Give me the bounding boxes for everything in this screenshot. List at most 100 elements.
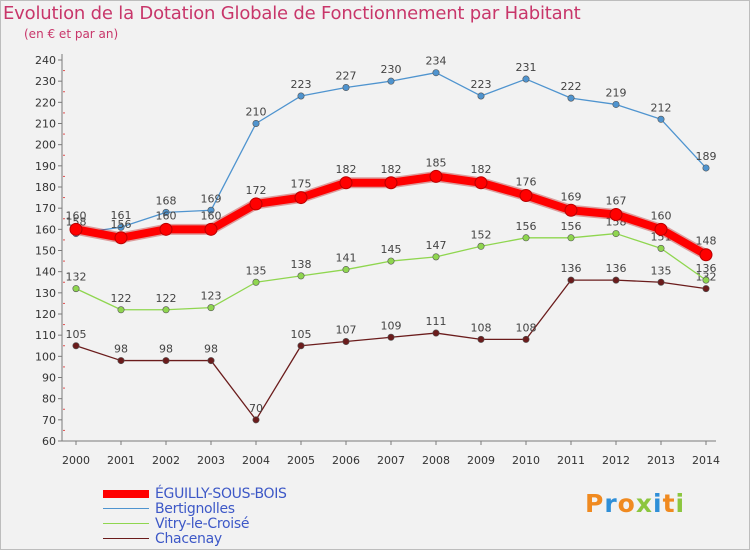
data-label: 109: [381, 319, 402, 332]
data-point: [657, 115, 665, 123]
data-label: 105: [66, 328, 87, 341]
data-point: [702, 164, 710, 172]
data-point: [654, 222, 668, 236]
data-label: 219: [606, 86, 627, 99]
data-point: [117, 223, 125, 231]
data-label: 210: [246, 106, 267, 119]
y-tick-label: 180: [35, 181, 56, 194]
y-tick-label: 200: [35, 139, 56, 152]
logo-letter: o: [617, 489, 636, 518]
data-point: [699, 248, 713, 262]
data-label: 111: [426, 315, 447, 328]
data-point: [294, 191, 308, 205]
data-point: [117, 357, 125, 365]
data-label: 161: [111, 209, 132, 222]
data-point: [384, 176, 398, 190]
data-point: [474, 176, 488, 190]
data-point: [519, 188, 533, 202]
data-label: 223: [291, 78, 312, 91]
data-point: [657, 278, 665, 286]
legend-label: Bertignolles: [155, 501, 235, 517]
x-tick-label: 2008: [422, 454, 450, 467]
x-tick-label: 2005: [287, 454, 315, 467]
logo-letter: t: [662, 489, 676, 518]
data-point: [342, 84, 350, 92]
data-point: [339, 176, 353, 190]
data-point: [702, 276, 710, 284]
x-tick-label: 2003: [197, 454, 225, 467]
y-tick-label: 70: [42, 414, 56, 427]
y-tick-label: 110: [35, 329, 56, 342]
data-point: [612, 230, 620, 238]
data-label: 182: [336, 163, 357, 176]
data-label: 227: [336, 70, 357, 83]
data-point: [567, 234, 575, 242]
data-point: [342, 266, 350, 274]
data-label: 136: [561, 262, 582, 275]
data-label: 138: [291, 258, 312, 271]
data-label: 182: [381, 163, 402, 176]
data-label: 169: [561, 190, 582, 203]
logo-letter: i: [675, 489, 686, 518]
data-point: [612, 276, 620, 284]
data-point: [72, 285, 80, 293]
data-point: [522, 75, 530, 83]
plot-area: [62, 54, 708, 441]
data-label: 168: [156, 194, 177, 207]
legend-label: Chacenay: [155, 531, 222, 547]
proxiti-logo: Proxiti: [585, 489, 685, 518]
data-label: 147: [426, 239, 447, 252]
data-label: 160: [66, 209, 87, 222]
legend-swatch-line: [103, 523, 149, 524]
data-point: [567, 94, 575, 102]
y-tick-label: 80: [42, 393, 56, 406]
legend-label: ÉGUILLY-SOUS-BOIS: [155, 486, 287, 502]
x-tick-label: 2011: [557, 454, 585, 467]
data-point: [702, 285, 710, 293]
data-point: [522, 335, 530, 343]
data-label: 141: [336, 252, 357, 265]
legend-swatch-line: [103, 538, 149, 539]
data-label: 156: [111, 218, 132, 231]
x-tick-label: 2004: [242, 454, 270, 467]
data-point: [477, 242, 485, 250]
data-point: [432, 253, 440, 261]
data-label: 122: [156, 292, 177, 305]
data-label: 70: [249, 402, 263, 415]
data-label: 182: [471, 163, 492, 176]
data-label: 234: [426, 55, 447, 68]
data-label: 167: [606, 195, 627, 208]
legend-label: Vitry-le-Croisé: [155, 516, 250, 532]
x-tick-label: 2000: [62, 454, 90, 467]
y-tick-label: 220: [35, 96, 56, 109]
data-point: [297, 92, 305, 100]
data-label: 175: [291, 178, 312, 191]
x-tick-label: 2014: [692, 454, 720, 467]
data-point: [207, 206, 215, 214]
y-tick-label: 150: [35, 245, 56, 258]
data-point: [477, 92, 485, 100]
logo-letter: P: [585, 489, 605, 518]
data-label: 156: [561, 220, 582, 233]
data-label: 176: [516, 175, 537, 188]
chart-subtitle: (en € et par an): [24, 27, 119, 41]
y-tick-label: 130: [35, 287, 56, 300]
y-tick-label: 60: [42, 435, 56, 448]
data-label: 98: [114, 343, 128, 356]
data-point: [657, 244, 665, 252]
data-point: [114, 231, 128, 245]
x-tick-label: 2001: [107, 454, 135, 467]
y-tick-label: 160: [35, 223, 56, 236]
y-tick-label: 100: [35, 350, 56, 363]
x-tick-label: 2009: [467, 454, 495, 467]
y-tick-label: 140: [35, 266, 56, 279]
data-label: 136: [606, 262, 627, 275]
data-label: 108: [516, 321, 537, 334]
data-label: 136: [696, 262, 717, 275]
data-label: 105: [291, 328, 312, 341]
data-label: 98: [204, 343, 218, 356]
x-tick-label: 2010: [512, 454, 540, 467]
data-point: [477, 335, 485, 343]
data-point: [567, 276, 575, 284]
data-label: 212: [651, 101, 672, 114]
